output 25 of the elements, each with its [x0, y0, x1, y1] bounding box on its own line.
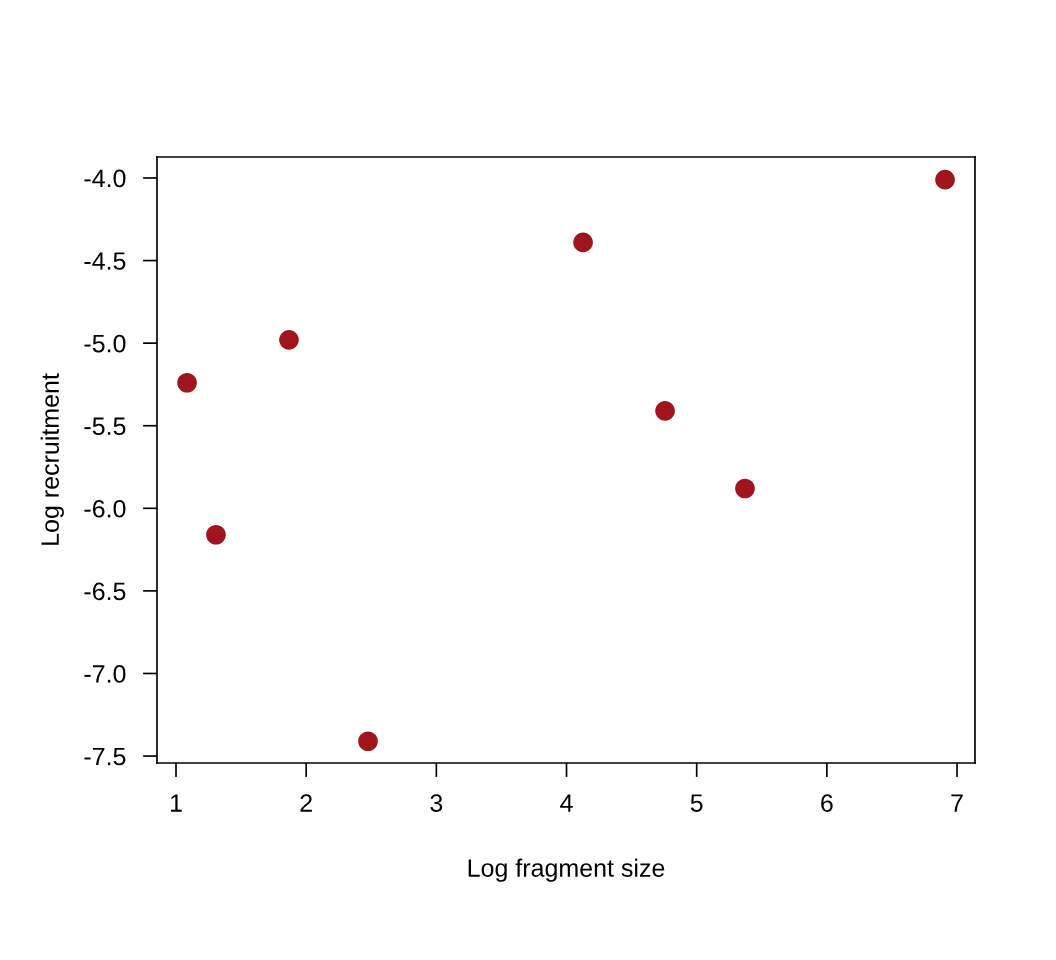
point	[358, 731, 378, 752]
y-tick-label: -7.5	[84, 747, 126, 766]
y-tick-label: -6.0	[84, 499, 126, 518]
x-tick-label: 7	[951, 794, 963, 812]
point	[177, 372, 197, 393]
x-tick-label: 1	[170, 794, 182, 812]
y-tick-label: -5.0	[84, 334, 126, 353]
x-tick-label: 2	[300, 794, 312, 812]
x-tick-label: 6	[821, 794, 833, 812]
point	[279, 330, 299, 350]
point	[573, 232, 593, 253]
x-axis-title: Log fragment size	[468, 858, 665, 882]
y-tick-label: -4.0	[84, 169, 126, 188]
x-tick-label: 4	[560, 794, 573, 812]
y-axis-title: Log recruitment	[40, 373, 64, 545]
point	[935, 169, 955, 190]
y-tick-label: -7.0	[84, 665, 126, 683]
point	[735, 478, 755, 499]
y-tick-label: -6.5	[84, 582, 126, 601]
y-tick-label: -4.5	[84, 252, 126, 270]
x-tick-label: 3	[430, 794, 443, 812]
x-tick-label: 5	[690, 794, 703, 812]
point	[206, 524, 226, 545]
point	[655, 401, 675, 421]
y-tick-label: -5.5	[84, 417, 126, 436]
